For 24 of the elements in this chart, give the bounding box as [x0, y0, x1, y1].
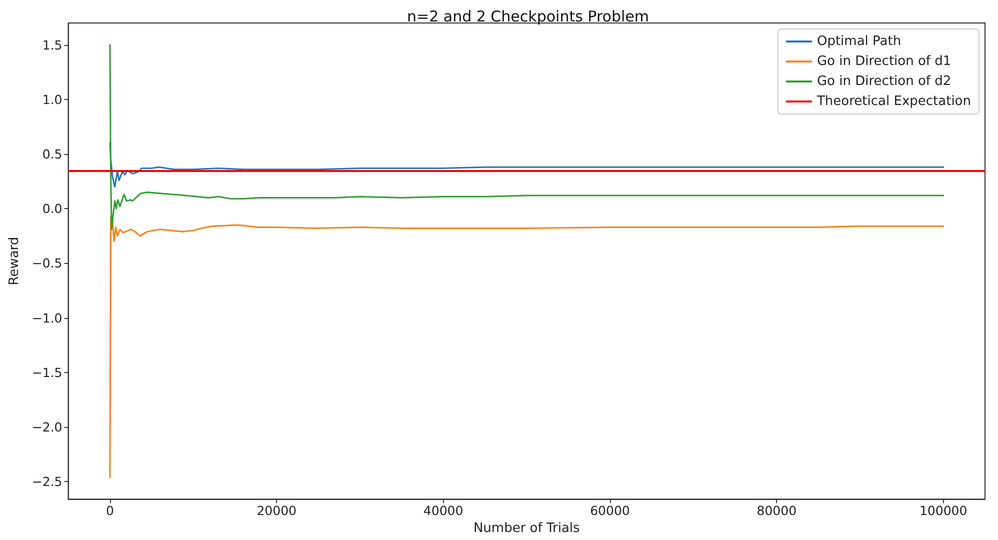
x-axis-title: Number of Trials — [473, 521, 580, 536]
legend-label: Optimal Path — [816, 34, 902, 49]
y-tick-label: 0.0 — [42, 201, 62, 216]
chart-title: n=2 and 2 Checkpoints Problem — [407, 8, 649, 26]
y-tick-label: 1.5 — [42, 37, 62, 52]
x-tick-label: 20000 — [256, 503, 297, 518]
y-tick-label: 1.0 — [42, 92, 62, 107]
x-tick-label: 0 — [106, 503, 114, 518]
y-tick-label: −2.0 — [32, 420, 62, 435]
y-tick-label: −2.5 — [32, 474, 62, 490]
y-tick-label: −1.5 — [32, 364, 62, 380]
x-tick-label: 60000 — [590, 503, 630, 518]
x-tick-label: 100000 — [919, 503, 968, 518]
line-series — [109, 142, 944, 188]
x-tick-label: 40000 — [423, 503, 464, 518]
legend-label: Go in Direction of d1 — [816, 54, 952, 69]
y-tick-label: 0.5 — [42, 146, 62, 162]
line-series — [109, 216, 944, 478]
legend-label: Go in Direction of d2 — [816, 74, 952, 89]
y-tick-label: −1.0 — [32, 310, 62, 326]
x-tick-label: 80000 — [756, 503, 797, 518]
y-tick-label: −0.5 — [32, 256, 62, 271]
legend-label: Theoretical Expectation — [816, 94, 972, 109]
y-axis-title: Reward — [7, 236, 22, 286]
